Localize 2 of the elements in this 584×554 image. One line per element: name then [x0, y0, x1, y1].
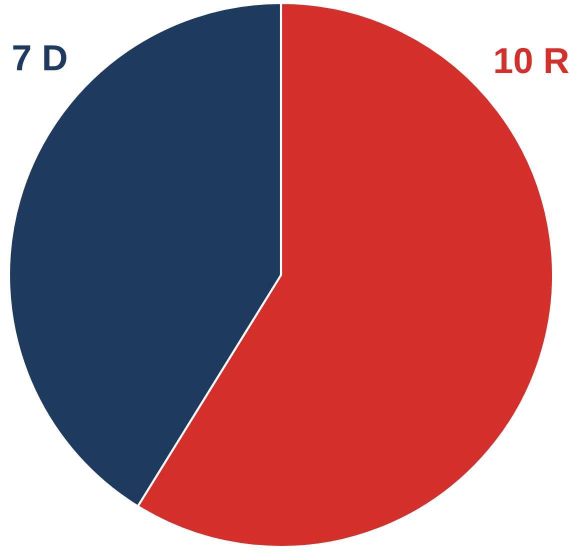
- slice-label: 10 R: [495, 48, 569, 74]
- slice-label: 7 D: [13, 45, 66, 70]
